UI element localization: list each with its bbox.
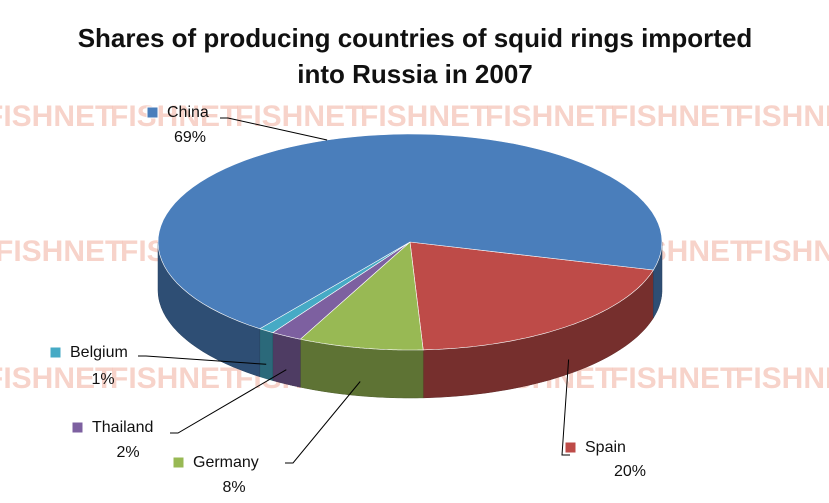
watermark: FISHNET: [610, 362, 738, 395]
legend-swatch: [71, 421, 84, 434]
watermark: FISHNET: [0, 100, 113, 133]
legend-swatch: [146, 106, 159, 119]
watermark: FISHNET: [0, 235, 123, 268]
watermark: FISHNET: [610, 100, 738, 133]
watermark: FISHNET: [735, 100, 829, 133]
value-label: 20%: [614, 463, 646, 480]
slice: [272, 241, 411, 340]
leader-line: [170, 369, 287, 434]
watermark: FISHNET: [110, 100, 238, 133]
leader-line: [285, 381, 361, 464]
watermark: FISHNET: [360, 100, 488, 133]
slice-side: [272, 332, 301, 388]
category-label: Spain: [585, 439, 626, 456]
slice: [299, 241, 424, 351]
watermark: FISHNET: [735, 362, 829, 395]
value-label: 2%: [116, 444, 139, 461]
category-label: Thailand: [92, 419, 153, 436]
leader-line: [561, 359, 570, 456]
value-label: 69%: [174, 129, 206, 146]
legend-swatch: [564, 441, 577, 454]
watermark: FISHNET: [0, 362, 113, 395]
legend-swatch: [172, 456, 185, 469]
chart-title: Shares of producing countries of squid r…: [77, 23, 753, 89]
slice: [409, 241, 654, 351]
watermark: FISHNET: [485, 100, 613, 133]
slice-side: [259, 328, 274, 381]
watermark: FISHNET: [110, 362, 238, 395]
value-label: 8%: [222, 479, 245, 496]
watermark: FISHNET: [745, 235, 829, 268]
category-label: Belgium: [70, 344, 128, 361]
leader-line: [138, 355, 267, 365]
leader-line: [220, 117, 328, 141]
legend-swatch: [49, 346, 62, 359]
slice: [259, 241, 411, 333]
category-label: Germany: [193, 454, 259, 471]
watermark: FISHNET: [235, 100, 363, 133]
category-label: China: [167, 104, 209, 121]
value-label: 1%: [91, 371, 114, 388]
